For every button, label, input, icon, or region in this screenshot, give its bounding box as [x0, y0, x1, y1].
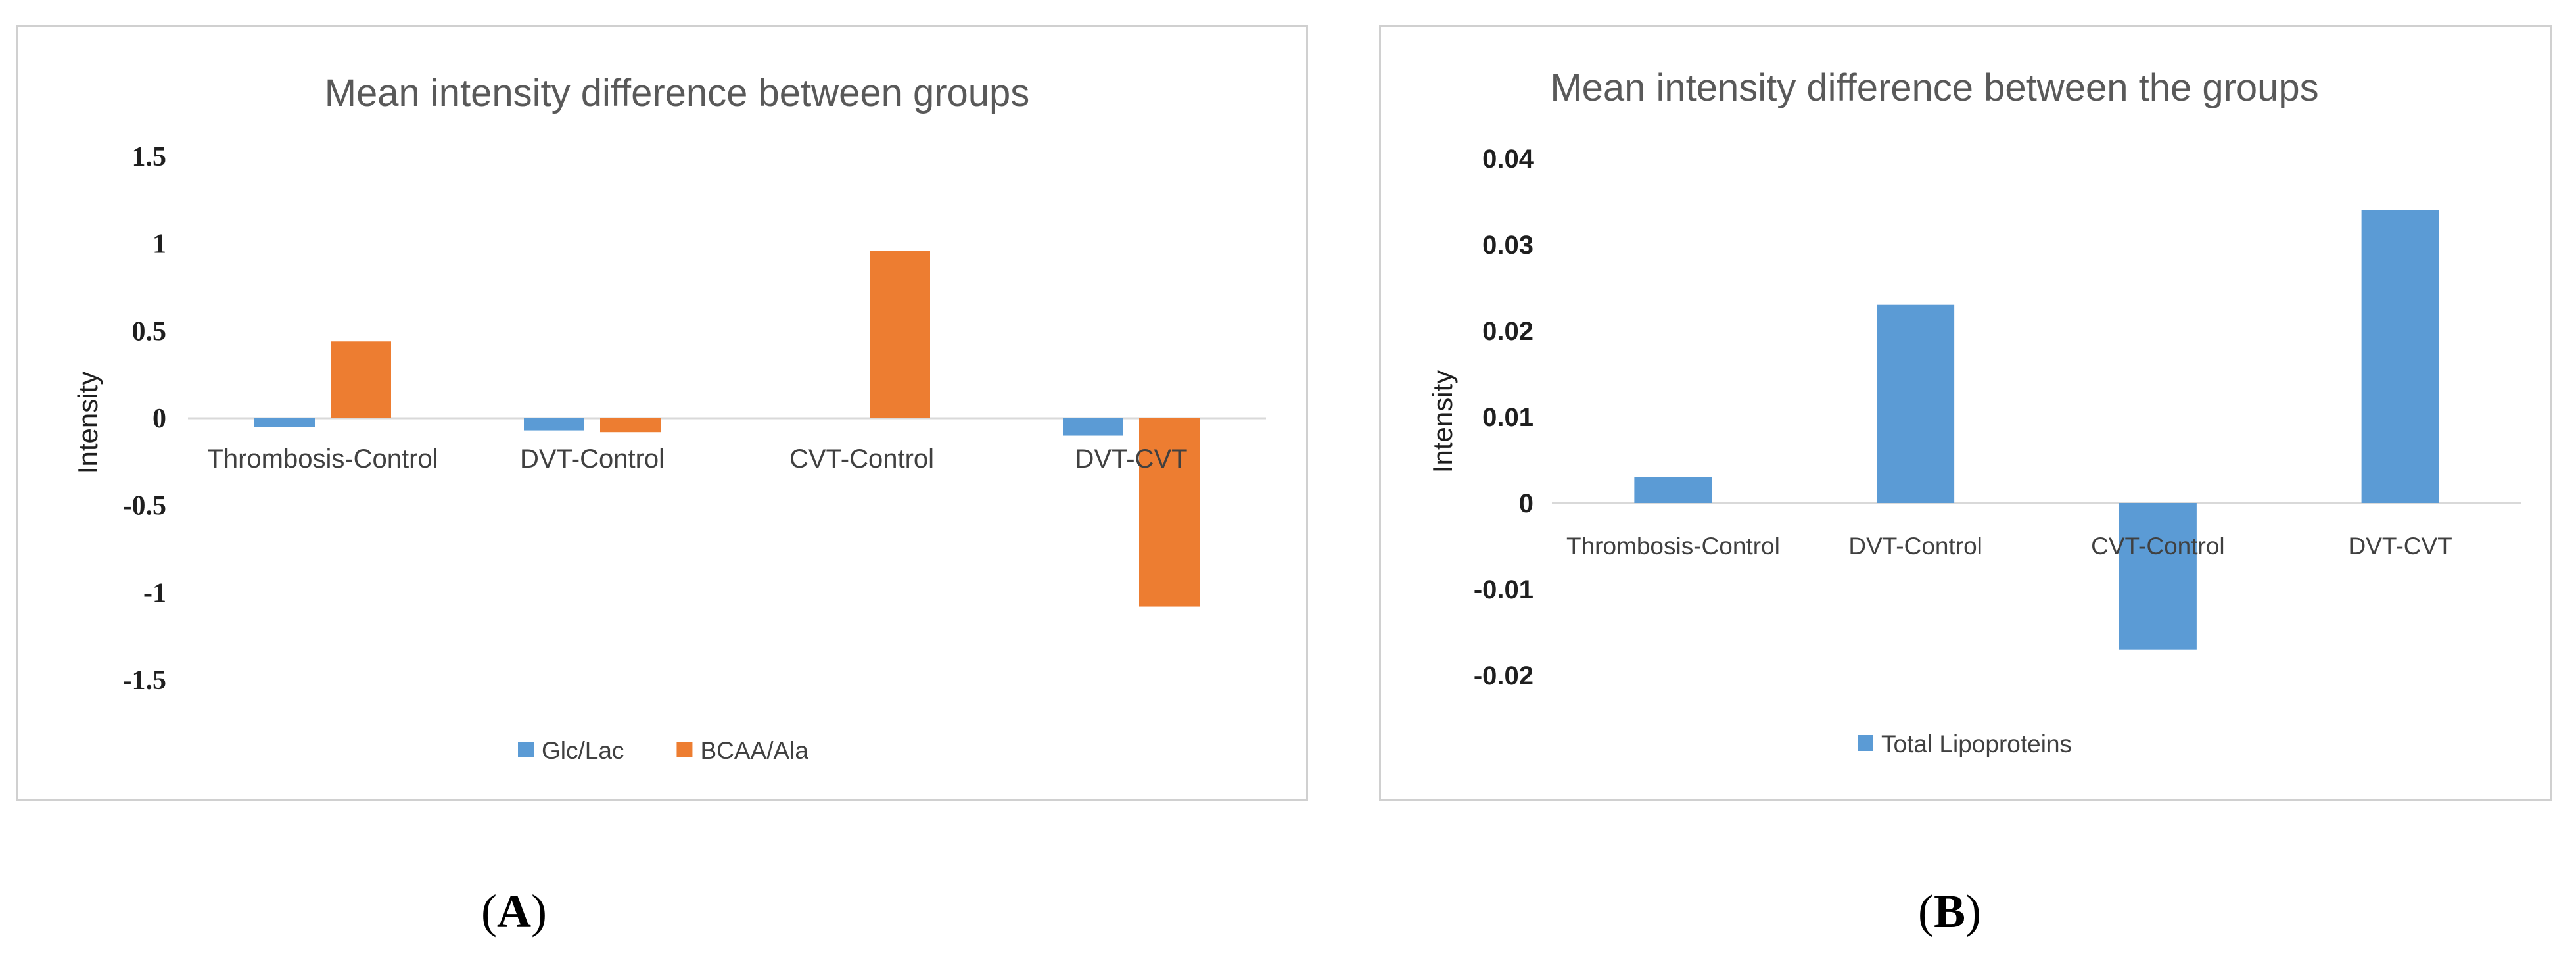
- legend-label: BCAA/Ala: [700, 737, 808, 764]
- bar-bcaa-ala: [870, 251, 930, 418]
- legend-swatch: [518, 742, 534, 757]
- bar-bcaa-ala: [1139, 418, 1200, 607]
- y-tick-label: -0.02: [1474, 661, 1534, 690]
- chart-a-ylabel: Intensity: [72, 372, 103, 474]
- chart-a-title: Mean intensity difference between groups: [325, 72, 1030, 114]
- y-tick-label: 0.5: [132, 316, 167, 347]
- legend-swatch: [1858, 735, 1873, 751]
- y-tick-label: 0: [152, 404, 166, 434]
- x-tick-label: DVT-Control: [520, 444, 665, 473]
- y-tick-label: 1: [152, 229, 166, 260]
- chart-a-svg: Mean intensity difference between groups…: [72, 72, 1266, 764]
- x-tick-label: DVT-CVT: [1075, 444, 1187, 473]
- y-tick-label: 1.5: [132, 142, 167, 172]
- y-tick-label: 0.04: [1482, 145, 1534, 174]
- x-tick-label: CVT-Control: [2091, 533, 2225, 560]
- y-tick-label: 0.03: [1482, 231, 1534, 260]
- legend-label: Total Lipoproteins: [1881, 731, 2072, 757]
- bar-glc-lac: [524, 418, 584, 431]
- bar-total-lipoproteins: [2361, 210, 2439, 503]
- bar-total-lipoproteins: [1877, 304, 1955, 503]
- legend-swatch: [676, 742, 693, 757]
- bar-total-lipoproteins: [2119, 503, 2197, 650]
- chart-b-svg: Mean intensity difference between the gr…: [1427, 66, 2521, 757]
- panel-label-a: (A): [481, 885, 547, 938]
- y-tick-label: -1: [143, 578, 166, 608]
- x-tick-label: Thrombosis-Control: [207, 444, 438, 473]
- y-tick-label: 0.02: [1482, 317, 1534, 346]
- chart-b-ylabel: Intensity: [1427, 370, 1458, 473]
- bar-glc-lac: [1063, 418, 1123, 436]
- x-tick-label: CVT-Control: [789, 444, 934, 473]
- y-tick-label: 0.01: [1482, 403, 1534, 432]
- y-tick-label: -0.5: [123, 491, 167, 521]
- y-tick-label: -0.01: [1474, 575, 1534, 604]
- panel-label-b: (B): [1918, 885, 1981, 938]
- bar-total-lipoproteins: [1634, 477, 1712, 503]
- chart-b-title: Mean intensity difference between the gr…: [1550, 66, 2318, 109]
- legend-label: Glc/Lac: [542, 737, 624, 764]
- x-tick-label: Thrombosis-Control: [1566, 533, 1780, 560]
- chart-b: Mean intensity difference between the gr…: [1379, 25, 2552, 801]
- bar-glc-lac: [254, 418, 315, 427]
- y-tick-label: -1.5: [123, 665, 167, 696]
- y-tick-label: 0: [1519, 489, 1534, 518]
- bar-bcaa-ala: [600, 418, 661, 433]
- chart-a: Mean intensity difference between groups…: [16, 25, 1308, 801]
- x-tick-label: DVT-CVT: [2348, 533, 2452, 560]
- bar-bcaa-ala: [331, 341, 391, 418]
- x-tick-label: DVT-Control: [1848, 533, 1982, 560]
